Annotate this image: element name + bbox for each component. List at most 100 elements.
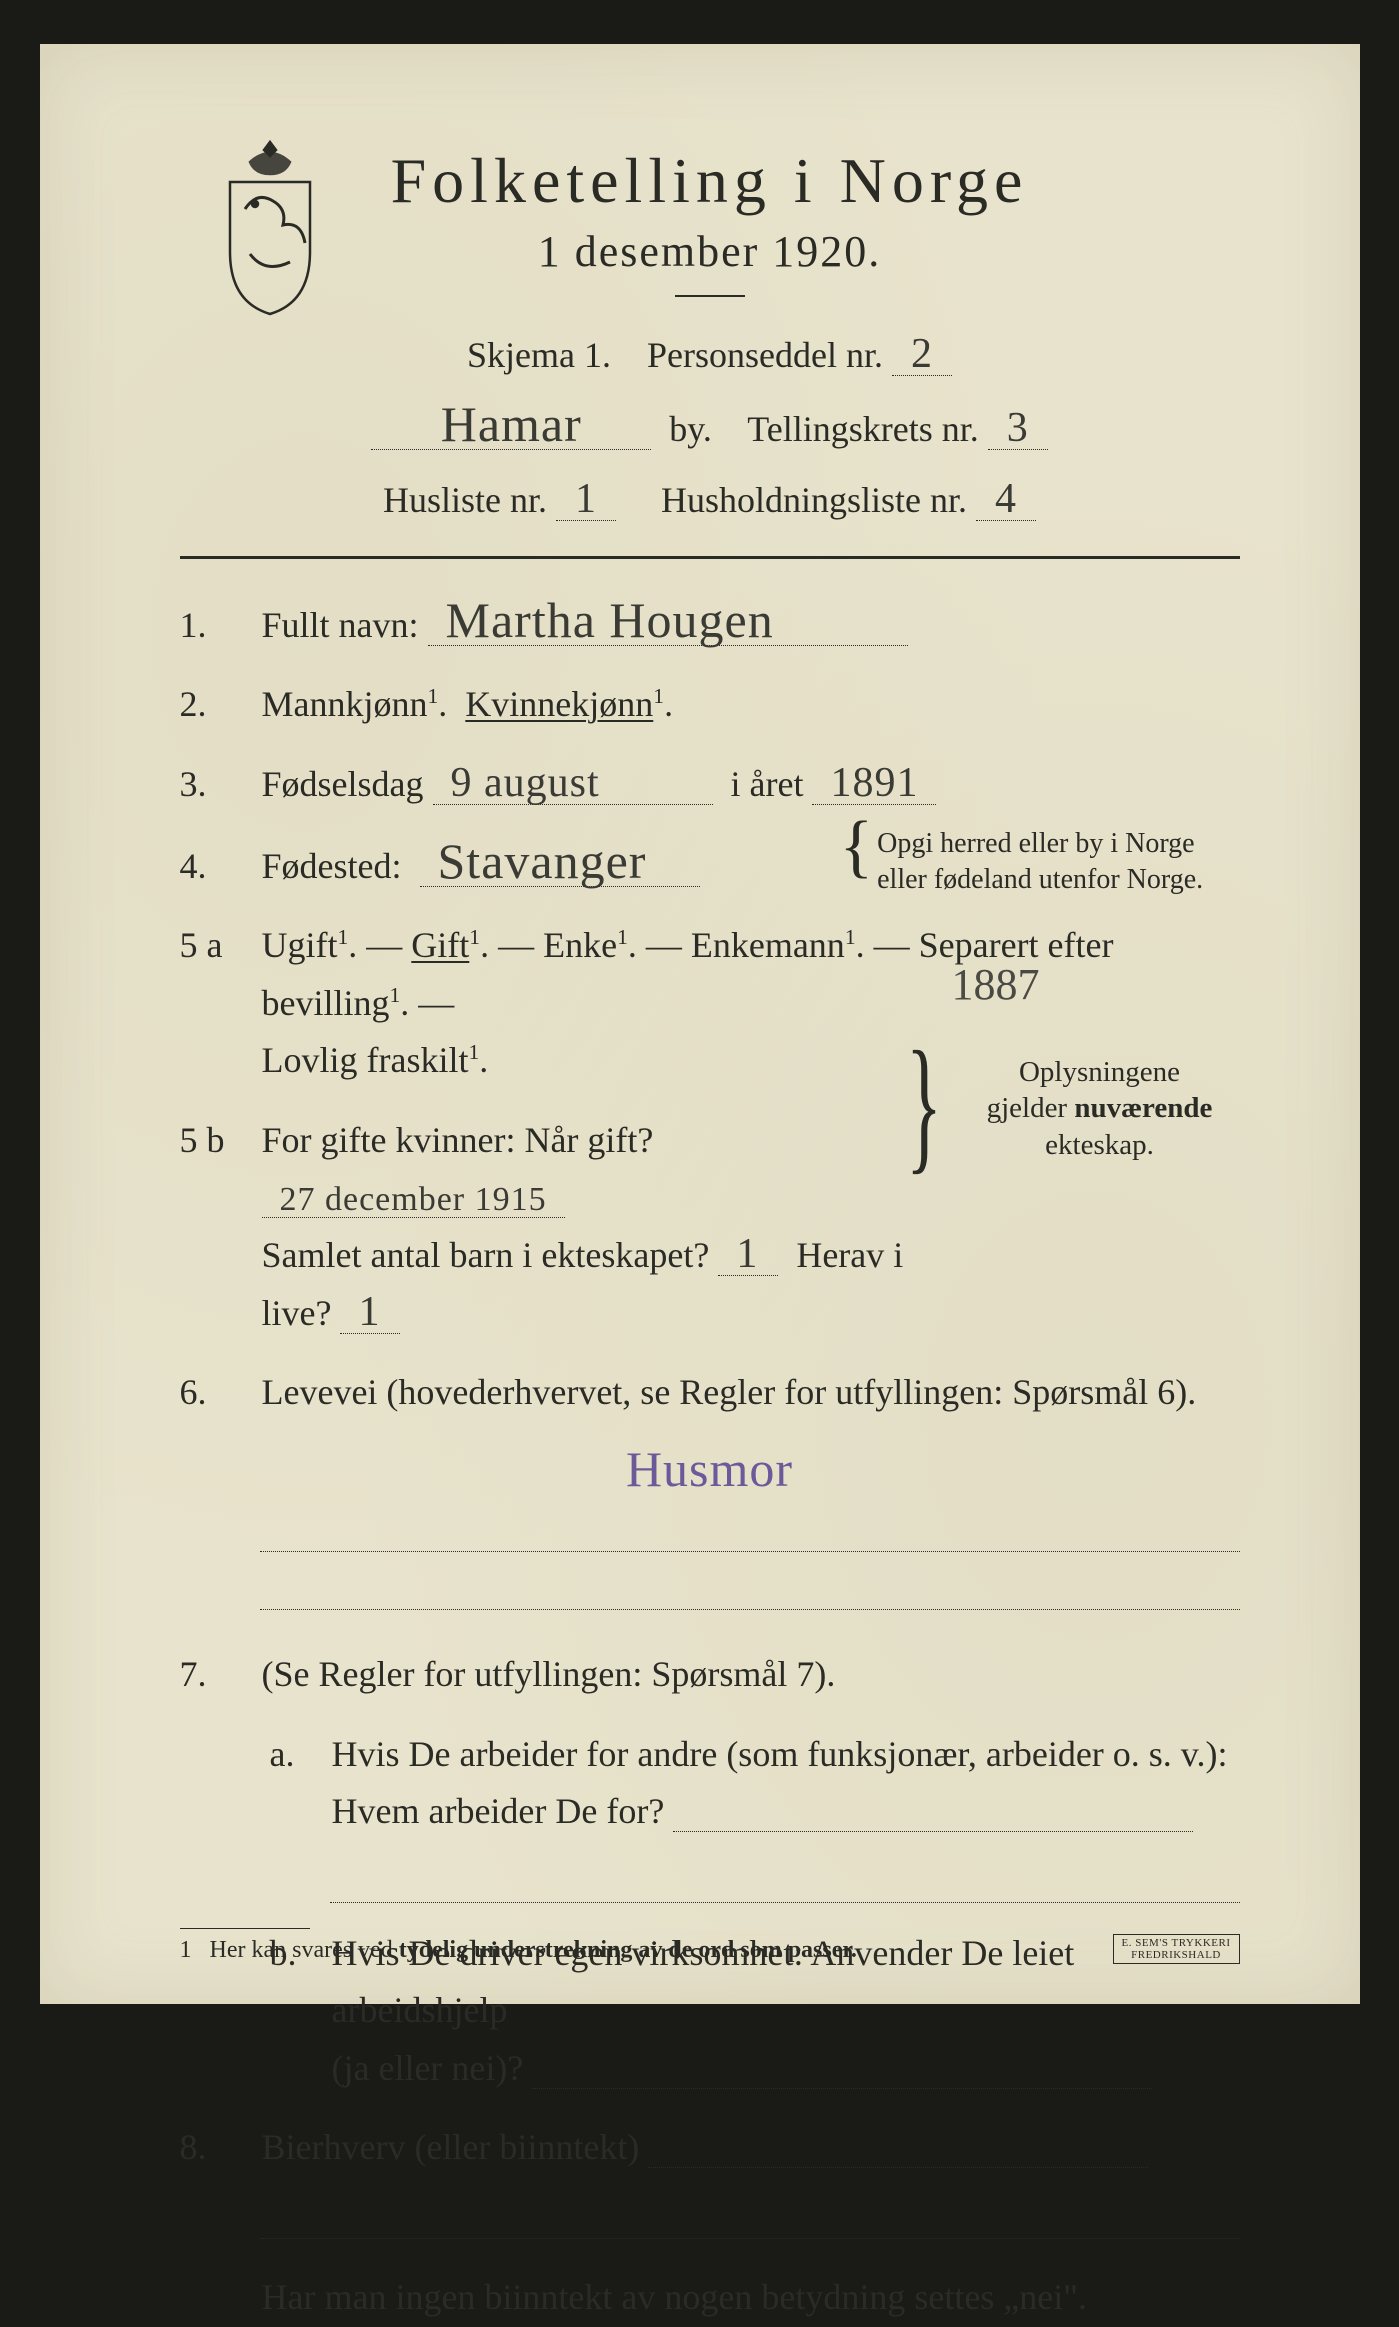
q6-blank-2 — [260, 1570, 1240, 1610]
q5b-body: For gifte kvinner: Når gift? 27 december… — [262, 1112, 962, 1342]
tellingskrets-label: Tellingskrets nr. — [747, 409, 978, 449]
q7a-row: a. Hvis De arbeider for andre (som funks… — [270, 1726, 1240, 1841]
tellingskrets-nr: 3 — [988, 407, 1048, 450]
by-name: Hamar — [371, 399, 651, 450]
q7-num: 7. — [180, 1646, 250, 1704]
brace-icon: { — [840, 826, 874, 868]
q5a-enke: Enke — [543, 925, 617, 965]
q5b-num: 5 b — [180, 1112, 250, 1170]
personseddel-nr: 2 — [892, 333, 952, 376]
q5b-label-b: Samlet antal barn i ekteskapet? — [262, 1235, 710, 1275]
q5b-value-a: 27 december 1915 — [262, 1183, 565, 1218]
q5b-note-1: Oplysningene — [1019, 1056, 1180, 1088]
footnote-rule — [180, 1928, 310, 1930]
husliste-label: Husliste nr. — [383, 480, 547, 520]
by-label: by. — [669, 409, 712, 449]
q3-value-b: 1891 — [812, 762, 936, 805]
q5b-label-a: For gifte kvinner: Når gift? — [262, 1120, 654, 1160]
q5a-num: 5 a — [180, 917, 250, 975]
footnote-num: 1 — [180, 1937, 192, 1963]
q3-value-a: 9 august — [433, 762, 713, 805]
q2-sup-b: 1 — [653, 684, 664, 708]
q5a-annotation: 1887 — [952, 959, 1040, 1010]
closing-text: Har man ingen biinntekt av nogen betydni… — [262, 2269, 1240, 2327]
q6-row: 6. Levevei (hovederhvervet, se Regler fo… — [180, 1364, 1240, 1422]
q6-num: 6. — [180, 1364, 250, 1422]
meta-line-1: Skjema 1. Personseddel nr. 2 — [180, 327, 1240, 385]
closing-row: Har man ingen biinntekt av nogen betydni… — [180, 2269, 1240, 2327]
q8-num: 8. — [180, 2119, 250, 2177]
coat-of-arms-icon — [200, 134, 340, 324]
q4-note: { Opgi herred eller by i Norge eller fød… — [840, 826, 1240, 899]
stamp-2: FREDRIKSHALD — [1131, 1949, 1221, 1961]
personseddel-label: Personseddel nr. — [647, 335, 883, 375]
q2-body: Mannkjønn1. Kvinnekjønn1. — [262, 676, 1240, 734]
q2-sup-a: 1 — [428, 684, 439, 708]
q6-label: Levevei (hovederhvervet, se Regler for u… — [262, 1364, 1240, 1422]
q3-num: 3. — [180, 756, 250, 814]
q2-kvinne: Kvinnekjønn — [465, 684, 653, 724]
q8-blank — [648, 2125, 1148, 2168]
q5b-value-b: 1 — [718, 1233, 778, 1276]
q5a-enkemann: Enkemann — [691, 925, 845, 965]
q7b-line2: (ja eller nei)? — [332, 2048, 524, 2088]
q7a-body: Hvis De arbeider for andre (som funksjon… — [332, 1726, 1240, 1841]
footnote: 1 Her kan svares ved tydelig understrekn… — [180, 1937, 1240, 1964]
q5b-value-c: 1 — [340, 1291, 400, 1334]
q7-intro: (Se Regler for utfyllingen: Spørsmål 7). — [262, 1646, 1240, 1704]
q1-row: 1. Fullt navn: Martha Hougen — [180, 595, 1240, 655]
q7a-line2: Hvem arbeider De for? — [332, 1791, 665, 1831]
q8-blank-line — [260, 2199, 1240, 2239]
brace-right-icon: } — [906, 1044, 942, 1164]
q4-note-1: Opgi herred eller by i Norge — [877, 828, 1195, 859]
husholdningsliste-nr: 4 — [976, 478, 1036, 521]
meta-line-3: Husliste nr. 1 Husholdningsliste nr. 4 — [180, 472, 1240, 530]
q5a-gift: Gift — [411, 925, 469, 965]
stamp-1: E. SEM'S TRYKKERI — [1122, 1937, 1231, 1949]
divider-short — [675, 295, 745, 297]
q6-blank-1 — [260, 1512, 1240, 1552]
meta-block: Skjema 1. Personseddel nr. 2 Hamar by. T… — [180, 327, 1240, 530]
q7a-line1: Hvis De arbeider for andre (som funksjon… — [332, 1734, 1228, 1774]
q4-num: 4. — [180, 838, 250, 896]
q5a-fraskilt: Lovlig fraskilt — [262, 1040, 469, 1080]
q4-row: 4. Fødested: Stavanger { Opgi herred ell… — [180, 836, 1240, 896]
skjema-label: Skjema 1. — [467, 335, 611, 375]
husliste-nr: 1 — [556, 478, 616, 521]
q3-label-b: i året — [731, 764, 804, 804]
husholdningsliste-label: Husholdningsliste nr. — [661, 480, 967, 520]
q1-value: Martha Hougen — [428, 595, 908, 646]
q3-label-a: Fødselsdag — [262, 764, 424, 804]
q4-value: Stavanger — [420, 836, 700, 887]
q4-note-2: eller fødeland utenfor Norge. — [877, 864, 1203, 895]
q3-body: Fødselsdag 9 august i året 1891 — [262, 756, 1240, 814]
q8-body: Bierhverv (eller biinntekt) — [262, 2119, 1240, 2177]
q1-body: Fullt navn: Martha Hougen — [262, 595, 1240, 655]
q1-num: 1. — [180, 597, 250, 655]
q5b-note-3: ekteskap. — [1045, 1129, 1154, 1161]
census-form-page: Folketelling i Norge 1 desember 1920. Sk… — [40, 44, 1360, 2004]
q5a-ugift: Ugift — [262, 925, 338, 965]
q6-value-wrap: Husmor — [180, 1444, 1240, 1494]
q3-row: 3. Fødselsdag 9 august i året 1891 — [180, 756, 1240, 814]
q8-row: 8. Bierhverv (eller biinntekt) — [180, 2119, 1240, 2177]
q5b-note: Oplysningene gjelder nuværende ekteskap. — [970, 1054, 1230, 1163]
q7-row: 7. (Se Regler for utfyllingen: Spørsmål … — [180, 1646, 1240, 1704]
meta-line-2: Hamar by. Tellingskrets nr. 3 — [180, 399, 1240, 459]
q1-label: Fullt navn: — [262, 605, 419, 645]
q7a-blank — [673, 1789, 1193, 1832]
footer: 1 Her kan svares ved tydelig understrekn… — [180, 1928, 1240, 1965]
q2-num: 2. — [180, 676, 250, 734]
q6-value: Husmor — [608, 1444, 811, 1494]
q7a-blank-line — [330, 1863, 1240, 1903]
q5b-note-2: gjelder nuværende — [987, 1092, 1213, 1124]
printer-stamp: E. SEM'S TRYKKERI FREDRIKSHALD — [1113, 1934, 1240, 1964]
divider-main — [180, 556, 1240, 559]
q7a-num: a. — [270, 1726, 320, 1784]
q2-mann: Mannkjønn — [262, 684, 428, 724]
q2-row: 2. Mannkjønn1. Kvinnekjønn1. — [180, 676, 1240, 734]
q4-label: Fødested: — [262, 846, 402, 886]
form-header: Folketelling i Norge 1 desember 1920. — [180, 144, 1240, 297]
q7b-blank — [532, 2046, 1152, 2089]
q8-label: Bierhverv (eller biinntekt) — [262, 2127, 640, 2167]
